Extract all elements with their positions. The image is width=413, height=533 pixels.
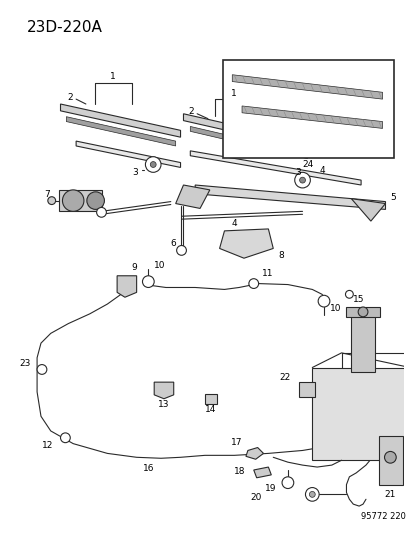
Circle shape (384, 451, 395, 463)
Polygon shape (245, 448, 263, 459)
Text: 23D-220A: 23D-220A (27, 20, 103, 35)
Text: 1: 1 (110, 72, 116, 81)
Polygon shape (190, 126, 307, 159)
Polygon shape (183, 114, 311, 150)
Text: 18: 18 (234, 467, 245, 477)
Polygon shape (76, 141, 180, 167)
Circle shape (345, 290, 352, 298)
Text: 4: 4 (318, 166, 324, 175)
Bar (58, 190, 102, 212)
Text: 21: 21 (384, 490, 395, 499)
Circle shape (48, 197, 55, 205)
Text: 16: 16 (142, 464, 154, 473)
Circle shape (142, 276, 154, 287)
Text: 2: 2 (188, 107, 194, 116)
Polygon shape (242, 106, 382, 128)
Polygon shape (175, 185, 209, 208)
Polygon shape (298, 382, 314, 397)
Text: 22: 22 (279, 373, 290, 382)
Text: 19: 19 (264, 484, 275, 493)
Polygon shape (117, 276, 136, 297)
Bar (311, 368, 409, 460)
Text: 11: 11 (261, 269, 273, 278)
Text: 5: 5 (389, 193, 395, 202)
Circle shape (150, 161, 156, 167)
Polygon shape (195, 185, 385, 209)
Polygon shape (66, 117, 175, 146)
Text: 95772 220: 95772 220 (360, 512, 405, 521)
Text: 15: 15 (353, 295, 364, 304)
Circle shape (248, 279, 258, 288)
Text: 20: 20 (249, 493, 261, 502)
Circle shape (145, 157, 161, 172)
Polygon shape (190, 151, 360, 185)
Circle shape (96, 207, 106, 217)
Text: 2: 2 (67, 93, 73, 102)
Text: 13: 13 (158, 400, 169, 409)
Text: 3: 3 (131, 168, 137, 177)
Polygon shape (204, 394, 216, 403)
Circle shape (62, 190, 84, 212)
Bar (346, 307, 379, 317)
Polygon shape (232, 75, 382, 99)
Text: 1: 1 (231, 89, 237, 98)
Circle shape (37, 365, 47, 374)
Text: 9: 9 (131, 263, 137, 272)
Text: 4: 4 (231, 219, 237, 228)
Polygon shape (60, 104, 180, 137)
Circle shape (299, 177, 305, 183)
Circle shape (309, 491, 314, 497)
Circle shape (60, 433, 70, 443)
Text: 24: 24 (302, 160, 313, 169)
Circle shape (176, 246, 186, 255)
Circle shape (317, 295, 329, 307)
Circle shape (281, 477, 293, 489)
Text: 3: 3 (294, 168, 300, 177)
Circle shape (357, 307, 367, 317)
Bar (378, 436, 402, 484)
Text: 7: 7 (44, 190, 50, 199)
Bar (351, 314, 374, 373)
Polygon shape (154, 382, 173, 399)
Text: 10: 10 (154, 261, 165, 270)
Text: 12: 12 (42, 441, 54, 450)
Polygon shape (351, 199, 385, 221)
Polygon shape (219, 229, 273, 258)
Polygon shape (253, 467, 271, 478)
Text: 17: 17 (230, 438, 242, 447)
Circle shape (305, 488, 318, 501)
Text: 23: 23 (20, 359, 31, 368)
Circle shape (294, 172, 310, 188)
Text: 8: 8 (278, 251, 283, 260)
Text: 14: 14 (204, 405, 216, 414)
Circle shape (87, 192, 104, 209)
Text: 6: 6 (171, 239, 176, 248)
Bar (222, 60, 393, 158)
Text: 10: 10 (329, 304, 341, 313)
